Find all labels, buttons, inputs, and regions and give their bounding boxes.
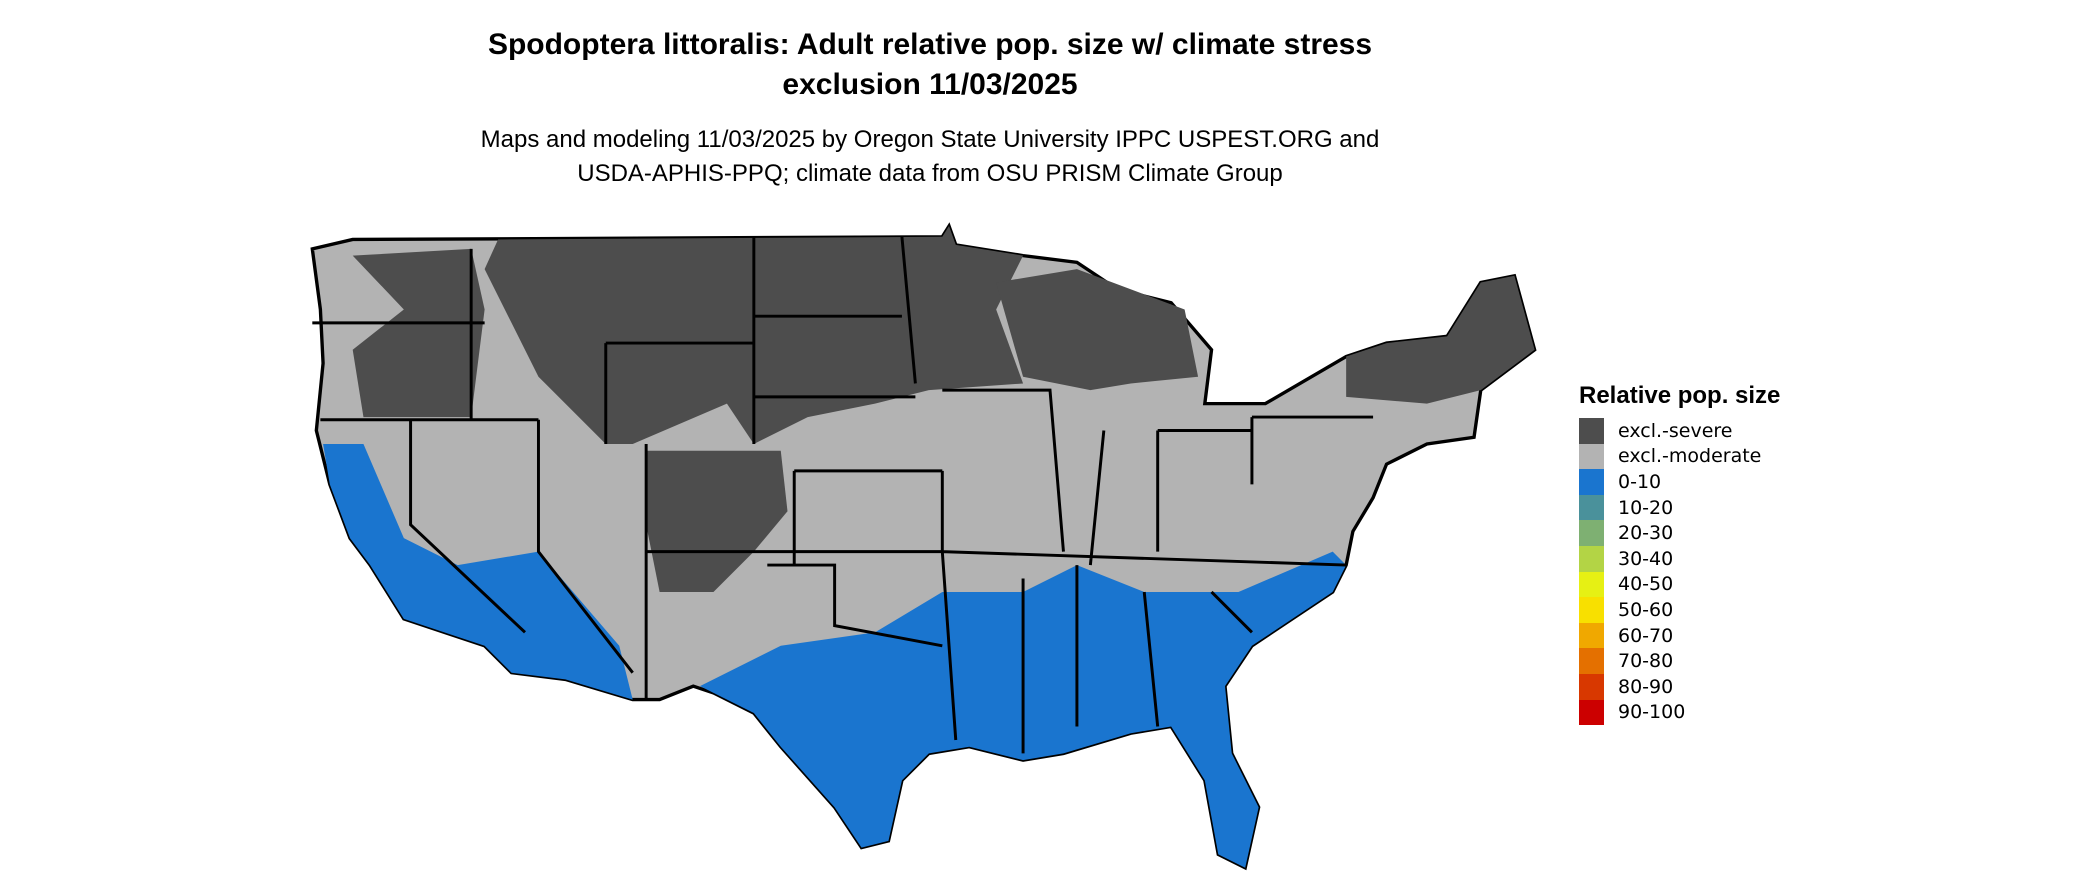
- legend-swatch: [1579, 443, 1604, 470]
- legend-item: 10-20: [1579, 494, 1780, 521]
- legend-label: 20-30: [1618, 522, 1674, 545]
- legend-swatch: [1579, 571, 1604, 598]
- legend-item: 50-60: [1579, 597, 1780, 623]
- severe-northwest: [352, 248, 485, 418]
- legend-label: 0-10: [1618, 470, 1662, 493]
- legend-label: excl.-moderate: [1618, 445, 1762, 468]
- legend-swatch: [1579, 648, 1604, 674]
- legend-swatch: [1579, 622, 1604, 649]
- legend-item: 80-90: [1579, 673, 1780, 700]
- legend-item: 20-30: [1579, 520, 1780, 546]
- legend-swatch: [1579, 597, 1604, 623]
- legend-label: 10-20: [1618, 496, 1674, 519]
- legend-item: 30-40: [1579, 545, 1780, 572]
- legend-swatch: [1579, 469, 1604, 495]
- legend-swatch: [1579, 494, 1604, 521]
- legend-label: 30-40: [1618, 547, 1674, 570]
- legend-label: excl.-severe: [1618, 419, 1733, 442]
- legend-item: 0-10: [1579, 469, 1780, 495]
- legend-label: 90-100: [1618, 701, 1686, 724]
- legend-title: Relative pop. size: [1579, 382, 1781, 409]
- legend: Relative pop. size excl.-severe excl.-mod…: [1579, 382, 1781, 726]
- legend-swatch: [1579, 545, 1604, 572]
- legend-item: 90-100: [1579, 699, 1780, 726]
- legend-label: 70-80: [1618, 650, 1674, 673]
- legend-item: 70-80: [1579, 648, 1780, 674]
- severe-northeast: [1346, 275, 1535, 404]
- severe-great-lakes: [996, 269, 1199, 391]
- legend-item: 60-70: [1579, 622, 1780, 649]
- legend-item: excl.-severe: [1579, 418, 1780, 444]
- map-title-line2: exclusion 11/03/2025: [782, 68, 1078, 101]
- legend-item: excl.-moderate: [1579, 443, 1780, 470]
- legend-swatch: [1579, 520, 1604, 546]
- map-subtitle-line1: Maps and modeling 11/03/2025 by Oregon S…: [480, 126, 1380, 153]
- state-borders: [312, 236, 1374, 754]
- legend-label: 50-60: [1618, 598, 1674, 621]
- legend-label: 60-70: [1618, 624, 1674, 647]
- legend-label: 40-50: [1618, 573, 1674, 596]
- legend-swatch: [1579, 673, 1604, 700]
- map-subtitle-line2: USDA-APHIS-PPQ; climate data from OSU PR…: [577, 160, 1283, 187]
- map-title-line1: Spodoptera littoralis: Adult relative po…: [487, 28, 1373, 61]
- legend-label: 80-90: [1618, 675, 1674, 698]
- legend-swatch: [1579, 699, 1604, 726]
- legend-swatch: [1579, 418, 1604, 444]
- severe-rockies: [646, 450, 788, 592]
- legend-item: 40-50: [1579, 571, 1780, 598]
- suitable-california: [323, 443, 633, 700]
